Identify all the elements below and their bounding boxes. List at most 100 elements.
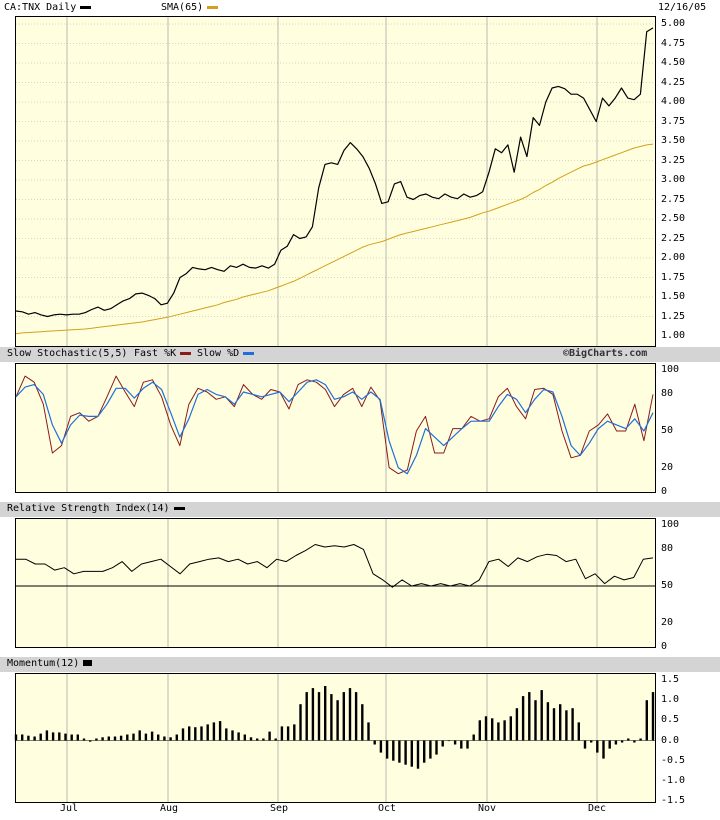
momentum-bar-55: [354, 692, 358, 741]
momentum-bar-37: [243, 734, 246, 741]
momentum-bar-67: [429, 740, 432, 759]
mom-title-text: Momentum(12): [7, 658, 80, 669]
momentum-bar-54: [348, 688, 352, 741]
momentum-bar-21: [144, 733, 148, 741]
rsi-title: Relative Strength Index(14): [7, 503, 185, 515]
price-ytick-2: 4.50: [661, 57, 686, 68]
momentum-bar-94: [596, 740, 599, 753]
momentum-bar-10: [76, 734, 79, 741]
momentum-bar-81: [515, 708, 519, 741]
momentum-bar-93: [590, 740, 593, 743]
mom-ytick-6: -1.5: [661, 795, 686, 806]
momentum-bar-102: [645, 700, 648, 741]
momentum-bar-66: [423, 740, 426, 763]
momentum-bar-18: [126, 734, 129, 741]
price-ytick-10: 2.50: [661, 213, 686, 224]
momentum-bar-24: [163, 736, 166, 741]
momentum-bar-2: [27, 735, 30, 741]
price-ytick-9: 2.75: [661, 193, 686, 205]
momentum-bar-60: [385, 740, 389, 759]
momentum-bar-80: [509, 716, 512, 741]
momentum-bar-29: [194, 727, 197, 741]
x-label-nov: Nov: [478, 803, 497, 814]
momentum-bar-74: [472, 734, 475, 741]
x-label-oct: Oct: [378, 803, 397, 814]
momentum-bar-64: [410, 740, 413, 767]
x-label-sep: Sep: [270, 803, 289, 814]
x-label-jul: Jul: [60, 803, 79, 814]
momentum-bar-75: [478, 720, 481, 741]
momentum-bar-101: [639, 738, 642, 741]
price-ytick-12: 2.00: [661, 252, 686, 263]
price-line: [15, 27, 654, 318]
stoch-header: Slow Stochastic(5,5) Fast %K Slow %D ©Bi…: [0, 347, 720, 362]
stoch-ytick-1: 80: [661, 388, 674, 400]
stoch-ytick-3: 20: [661, 461, 674, 473]
momentum-bar-100: [633, 740, 636, 743]
momentum-bar-103: [651, 692, 655, 741]
momentum-bar-7: [58, 732, 61, 741]
momentum-bar-48: [311, 688, 315, 741]
rsi-header: Relative Strength Index(14): [0, 502, 720, 517]
momentum-bar-39: [256, 738, 259, 741]
momentum-bar-41: [268, 731, 271, 741]
fast-k-swatch: [180, 351, 192, 355]
momentum-bar-20: [138, 730, 141, 741]
momentum-bar-78: [497, 722, 500, 741]
price-ytick-5: 3.75: [661, 115, 686, 127]
rsi-ytick-2: 50: [661, 580, 674, 591]
momentum-bar-69: [441, 740, 444, 747]
momentum-bar-33: [218, 721, 222, 741]
momentum-bar-63: [404, 740, 407, 765]
momentum-bar-12: [89, 740, 92, 742]
rsi-ytick-1: 80: [661, 543, 674, 555]
rsi-title-text: Relative Strength Index(14): [7, 503, 170, 514]
price-ytick-15: 1.25: [661, 310, 686, 322]
momentum-bar-57: [367, 722, 370, 741]
momentum-bar-0: [14, 734, 18, 741]
price-ytick-13: 1.75: [661, 271, 686, 283]
rsi-ytick-3: 20: [661, 616, 674, 628]
momentum-bar-71: [453, 740, 457, 745]
momentum-bar-43: [280, 726, 284, 741]
momentum-bar-8: [64, 733, 67, 741]
price-title: CA:TNX Daily: [4, 2, 92, 14]
momentum-bar-27: [181, 728, 185, 741]
slow-d-legend: Slow %D: [197, 348, 255, 360]
momentum-bar-15: [107, 736, 110, 741]
price-ytick-8: 3.00: [661, 174, 686, 185]
mom-swatch: [83, 660, 93, 666]
momentum-bar-25: [169, 737, 172, 741]
price-ytick-16: 1.00: [661, 330, 686, 341]
momentum-bar-22: [150, 731, 154, 741]
momentum-bar-11: [82, 738, 86, 741]
momentum-bar-50: [324, 686, 327, 741]
momentum-bar-49: [317, 692, 321, 741]
mom-ytick-4: -0.5: [661, 754, 686, 766]
rsi-line: [16, 544, 654, 588]
momentum-bar-36: [237, 732, 240, 741]
price-ytick-3: 4.25: [661, 76, 686, 88]
price-ytick-11: 2.25: [661, 232, 686, 244]
momentum-bar-77: [491, 718, 494, 741]
stoch-ytick-4: 0: [661, 486, 668, 497]
momentum-bar-97: [614, 740, 618, 745]
sma-line: [15, 143, 654, 335]
momentum-bar-44: [286, 726, 290, 741]
fast-k-text: Fast %K: [134, 348, 177, 359]
momentum-bar-91: [577, 722, 580, 741]
momentum-bar-83: [528, 692, 531, 741]
price-ytick-0: 5.00: [661, 18, 686, 29]
price-ytick-7: 3.25: [661, 154, 686, 166]
momentum-bar-92: [583, 740, 587, 749]
momentum-bar-58: [373, 740, 376, 745]
momentum-bar-56: [361, 704, 364, 741]
momentum-bar-84: [534, 700, 537, 741]
rsi-swatch: [173, 506, 185, 510]
stoch-panel: [15, 363, 656, 493]
momentum-bar-86: [546, 702, 550, 741]
momentum-bar-89: [565, 710, 568, 741]
momentum-bar-96: [608, 740, 611, 749]
momentum-bar-9: [70, 734, 73, 741]
